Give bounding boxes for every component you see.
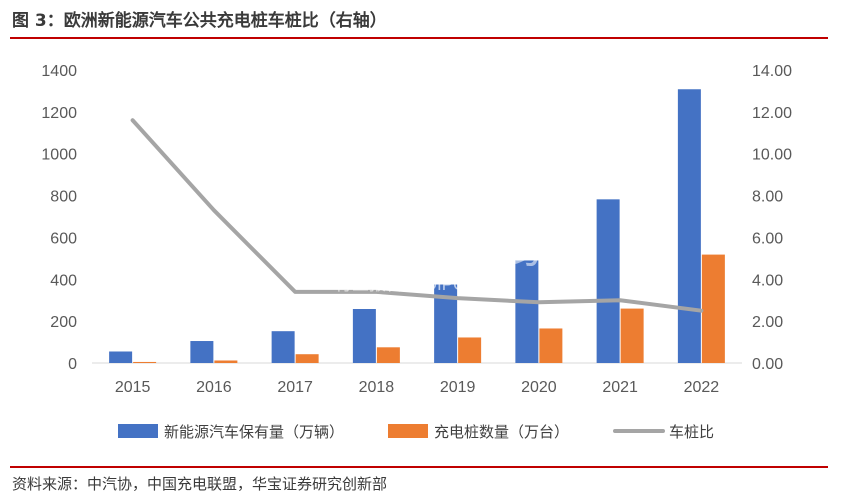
x-axis-tick-label: 2015 xyxy=(115,379,151,396)
title-divider xyxy=(10,37,828,39)
left-axis-tick-label: 0 xyxy=(68,356,77,373)
bar-vehicle-stock xyxy=(515,260,539,363)
watermark-subtext: 行业报告 IPOIPO.CN xyxy=(335,275,496,294)
bar-charger-count xyxy=(539,328,563,363)
bar-vehicle-stock xyxy=(596,199,620,363)
bar-vehicle-stock xyxy=(190,341,214,363)
bar-charger-count xyxy=(701,254,725,363)
watermark-text: 小牛并购家 xyxy=(335,222,555,273)
legend-item-vehicle-stock-swatch xyxy=(118,424,158,438)
right-axis-tick-label: 0.00 xyxy=(752,356,783,373)
right-axis-tick-label: 8.00 xyxy=(752,189,783,206)
right-axis-tick-label: 2.00 xyxy=(752,314,783,331)
bar-vehicle-stock xyxy=(677,89,701,364)
legend-item-vehicle-stock-label: 新能源汽车保有量（万辆） xyxy=(164,423,344,441)
right-axis-ticks: 0.00 2.00 4.00 6.00 8.00 10.00 12.00 14.00 xyxy=(752,63,792,373)
x-axis-tick-label: 2019 xyxy=(440,379,476,396)
x-axis-tick-label: 2021 xyxy=(602,379,638,396)
bar-charger-count xyxy=(214,360,238,363)
bar-charger-count xyxy=(133,361,157,363)
right-axis-tick-label: 14.00 xyxy=(752,63,792,80)
bar-vehicle-stock xyxy=(271,331,295,363)
bar-charger-count xyxy=(376,347,400,363)
ratio-line-layer xyxy=(130,118,704,313)
x-axis-tick-label: 2016 xyxy=(196,379,232,396)
combo-chart: 0 200 400 600 800 1000 1200 1400 0.00 2.00 4.00 6.… xyxy=(41,63,792,441)
right-axis-tick-label: 12.00 xyxy=(752,105,792,122)
bar-vehicle-stock xyxy=(434,284,458,363)
left-axis-tick-label: 1200 xyxy=(41,105,77,122)
footer-divider xyxy=(10,466,828,468)
x-axis-tick-label: 2017 xyxy=(277,379,313,396)
bars-layer xyxy=(109,89,725,364)
right-axis-tick-label: 4.00 xyxy=(752,272,783,289)
source-note: 资料来源：中汽协，中国充电联盟，华宝证券研究创新部 xyxy=(12,475,388,493)
left-axis-tick-label: 1000 xyxy=(41,147,77,164)
left-axis-tick-label: 800 xyxy=(50,189,77,206)
bar-charger-count xyxy=(620,308,644,363)
left-axis-tick-label: 200 xyxy=(50,314,77,331)
figure-title: 图 3：欧洲新能源汽车公共充电桩车桩比（右轴） xyxy=(12,11,387,31)
ratio-line xyxy=(130,118,704,313)
bar-vehicle-stock xyxy=(109,351,133,363)
legend: 新能源汽车保有量（万辆） 充电桩数量（万台） 车桩比 xyxy=(118,423,714,441)
x-axis-ticks: 2015 2016 2017 2018 2019 2020 2021 2022 xyxy=(115,379,719,396)
x-axis-tick-label: 2020 xyxy=(521,379,557,396)
x-axis-tick-label: 2018 xyxy=(359,379,395,396)
left-axis-tick-label: 600 xyxy=(50,230,77,247)
right-axis-tick-label: 6.00 xyxy=(752,230,783,247)
legend-item-charger-count-swatch xyxy=(388,424,428,438)
watermark: 小牛并购家 行业报告 IPOIPO.CN xyxy=(335,222,555,294)
legend-item-ratio-label: 车桩比 xyxy=(669,423,714,441)
left-axis-ticks: 0 200 400 600 800 1000 1200 1400 xyxy=(41,63,77,373)
legend-item-charger-count-label: 充电桩数量（万台） xyxy=(434,423,569,441)
bar-vehicle-stock xyxy=(352,309,376,363)
left-axis-tick-label: 1400 xyxy=(41,63,77,80)
right-axis-tick-label: 10.00 xyxy=(752,147,792,164)
left-axis-tick-label: 400 xyxy=(50,272,77,289)
bar-charger-count xyxy=(295,354,319,363)
x-axis-tick-label: 2022 xyxy=(684,379,720,396)
bar-charger-count xyxy=(458,337,482,363)
